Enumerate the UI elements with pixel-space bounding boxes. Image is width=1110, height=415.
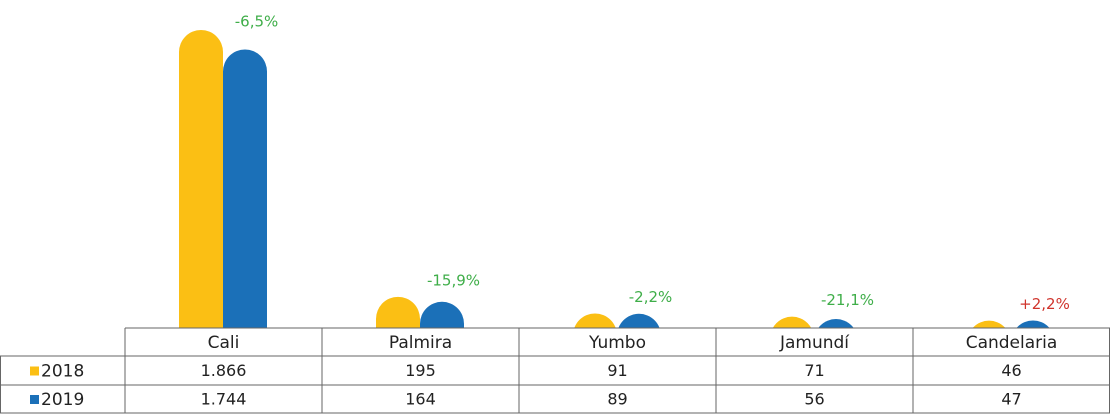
change-label: -2,2% bbox=[629, 288, 673, 306]
bar bbox=[420, 301, 464, 328]
change-label: -15,9% bbox=[427, 271, 480, 289]
bar bbox=[223, 49, 267, 328]
legend-label: 2019 bbox=[41, 390, 84, 410]
value-label: 1.744 bbox=[201, 390, 247, 409]
bar bbox=[618, 313, 660, 328]
value-label: 47 bbox=[1001, 390, 1021, 409]
value-label: 1.866 bbox=[201, 361, 247, 380]
bar bbox=[179, 30, 223, 328]
category-label: Palmira bbox=[389, 333, 452, 353]
legend-label: 2018 bbox=[41, 362, 84, 382]
value-label: 89 bbox=[607, 390, 627, 409]
category-label: Cali bbox=[208, 333, 240, 353]
value-label: 164 bbox=[405, 390, 436, 409]
value-label: 91 bbox=[607, 361, 627, 380]
change-label: +2,2% bbox=[1019, 295, 1070, 313]
bar bbox=[972, 320, 1006, 328]
bars bbox=[179, 30, 1050, 328]
bar bbox=[574, 313, 616, 328]
legend-swatch bbox=[30, 366, 39, 376]
category-label: Yumbo bbox=[588, 333, 646, 353]
change-label: -6,5% bbox=[235, 13, 279, 31]
category-label: Candelaria bbox=[966, 333, 1058, 353]
bar bbox=[376, 296, 420, 328]
category-label: Jamundí bbox=[779, 333, 850, 353]
value-label: 71 bbox=[804, 361, 824, 380]
value-label: 56 bbox=[804, 390, 824, 409]
bar bbox=[772, 316, 812, 328]
bar bbox=[818, 319, 854, 328]
change-label: -21,1% bbox=[821, 291, 874, 309]
bar bbox=[1016, 320, 1050, 328]
value-label: 195 bbox=[405, 361, 436, 380]
legend-swatch bbox=[30, 395, 39, 404]
value-label: 46 bbox=[1001, 361, 1021, 380]
